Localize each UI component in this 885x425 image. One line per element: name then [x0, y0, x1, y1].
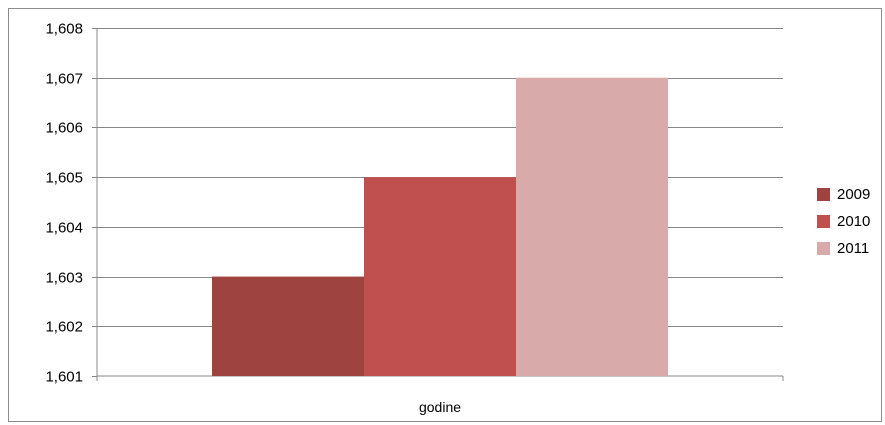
legend-label-2011: 2011: [837, 240, 870, 257]
y-tick-label: 1,606: [45, 120, 83, 137]
legend-swatch-2010: [817, 215, 830, 228]
y-tick-label: 1,602: [45, 319, 83, 336]
legend: 2009 2010 2011: [817, 181, 870, 262]
legend-swatch-2011: [817, 242, 830, 255]
y-tick-label: 1,604: [45, 220, 83, 237]
y-tick-label: 1,605: [45, 170, 83, 187]
x-category-label: godine: [419, 399, 461, 415]
y-tick-label: 1,601: [45, 369, 83, 386]
bars: [212, 77, 668, 376]
legend-swatch-2009: [817, 188, 830, 201]
legend-item-2010: 2010: [817, 208, 870, 235]
bar-2010: [364, 177, 516, 376]
y-tick-label: 1,607: [45, 71, 83, 88]
legend-item-2009: 2009: [817, 181, 870, 208]
y-tick-label: 1,608: [45, 21, 83, 38]
bar-2011: [516, 77, 668, 376]
y-tick-label: 1,603: [45, 270, 83, 287]
legend-label-2009: 2009: [837, 186, 871, 203]
legend-item-2011: 2011: [817, 235, 870, 262]
bar-2009: [212, 276, 364, 376]
y-tick-labels: 1,601 1,602 1,603 1,604 1,605 1,606 1,607 1,608: [45, 21, 83, 386]
legend-label-2010: 2010: [837, 213, 871, 230]
